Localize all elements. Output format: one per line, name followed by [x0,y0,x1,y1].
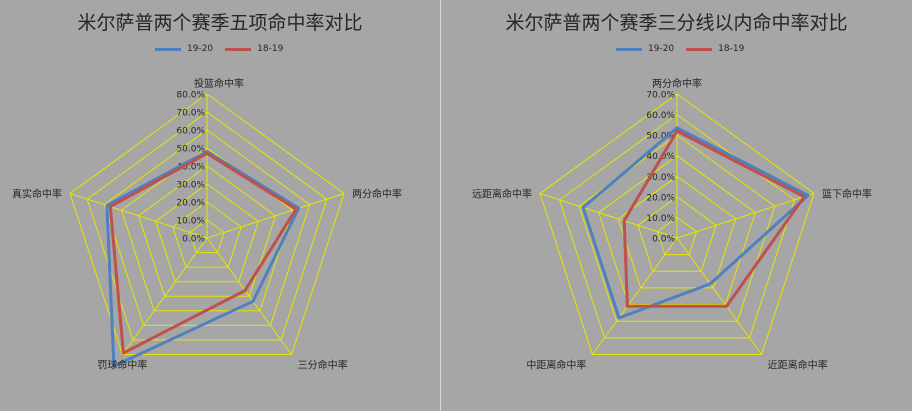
grid-ring [559,113,795,339]
tick-label: 70.0% [176,109,205,119]
axis-label: 两分命中率 [652,77,702,90]
legend: 19-20 18-19 [155,44,295,54]
axis-label: 两分命中率 [352,188,402,201]
grid-spoke [539,193,678,239]
tick-label: 60.0% [646,111,675,121]
tick-label: 10.0% [176,217,205,227]
grid-ring [578,134,776,322]
legend-swatch-18-19 [686,47,713,51]
grid-ring [189,219,225,254]
axis-label: 真实命中率 [12,188,62,201]
grid-spoke [591,237,678,355]
panel-divider [440,0,441,411]
legend: 19-20 18-19 [616,44,756,54]
grid-spoke [206,193,345,239]
grid-spoke [676,193,815,239]
tick-label: 70.0% [646,91,675,101]
legend-item-18-19: 18-19 [686,44,744,54]
legend-item-19-20: 19-20 [616,44,674,54]
legend-swatch-19-20 [155,47,181,51]
series-line-19-20 [581,126,810,320]
axis-label: 篮下命中率 [822,188,872,201]
grid-ring [539,93,815,355]
legend-item-19-20: 19-20 [155,44,213,54]
legend-label-18-19: 18-19 [257,44,284,54]
chart-title: 米尔萨普两个赛季三分线以内命中率对比 [505,12,848,34]
tick-label: 50.0% [646,132,675,142]
grid-ring [103,129,311,326]
axis-label: 远距离命中率 [472,188,532,201]
grid-ring [69,93,345,355]
grid-ring [86,111,328,341]
tick-label: 80.0% [176,91,205,101]
grid-ring [598,155,756,306]
right-chart-panel: 米尔萨普两个赛季三分线以内命中率对比 19-20 18-19 0.0% 10.0%… [441,0,912,411]
radar-chart-right: 0.0%10.0%20.0%30.0%40.0%50.0%60.0%70.0%两… [472,77,872,372]
left-chart-panel: 米尔萨普两个赛季五项命中率对比 19-20 18-19 0.0% 10.0% 20.… [0,0,440,411]
tick-label: 10.0% [646,214,675,224]
series-line-19-20 [105,150,301,368]
grid-ring [637,196,717,272]
tick-label: 20.0% [176,199,205,209]
grid-ring [155,183,259,283]
grid-spoke [69,193,208,239]
tick-label: 40.0% [176,163,205,173]
chart-title: 米尔萨普两个赛季五项命中率对比 [77,12,363,34]
axis-label: 中距离命中率 [526,359,586,372]
tick-label: 30.0% [176,181,205,191]
legend-swatch-19-20 [616,47,642,51]
grid-ring [172,201,242,268]
grid-spoke [121,237,208,355]
series-line-18-19 [108,151,298,355]
grid-spoke [676,237,763,355]
tick-label: 30.0% [646,173,675,183]
tick-label: 50.0% [176,145,205,155]
tick-label: 0.0% [182,235,205,245]
legend-label-19-20: 19-20 [187,44,214,54]
axis-label: 投篮命中率 [194,77,244,90]
legend-swatch-18-19 [225,47,252,51]
tick-label: 0.0% [652,235,675,245]
legend-label-19-20: 19-20 [648,44,675,54]
axis-label: 罚球命中率 [97,359,147,372]
grid-ring [137,165,277,297]
series-line-18-19 [622,129,806,308]
tick-label: 60.0% [176,127,205,137]
tick-label: 20.0% [646,193,675,203]
legend-item-18-19: 18-19 [225,44,283,54]
grid-ring [656,216,698,256]
legend-label-18-19: 18-19 [718,44,745,54]
axis-label: 近距离命中率 [768,359,828,372]
axis-label: 三分命中率 [298,359,348,372]
grid-spoke [206,237,293,355]
radar-chart-left: 0.0% 10.0% 20.0% 30.0% 40.0% 50.0% 60.0% 70.0% 8… [12,77,402,372]
